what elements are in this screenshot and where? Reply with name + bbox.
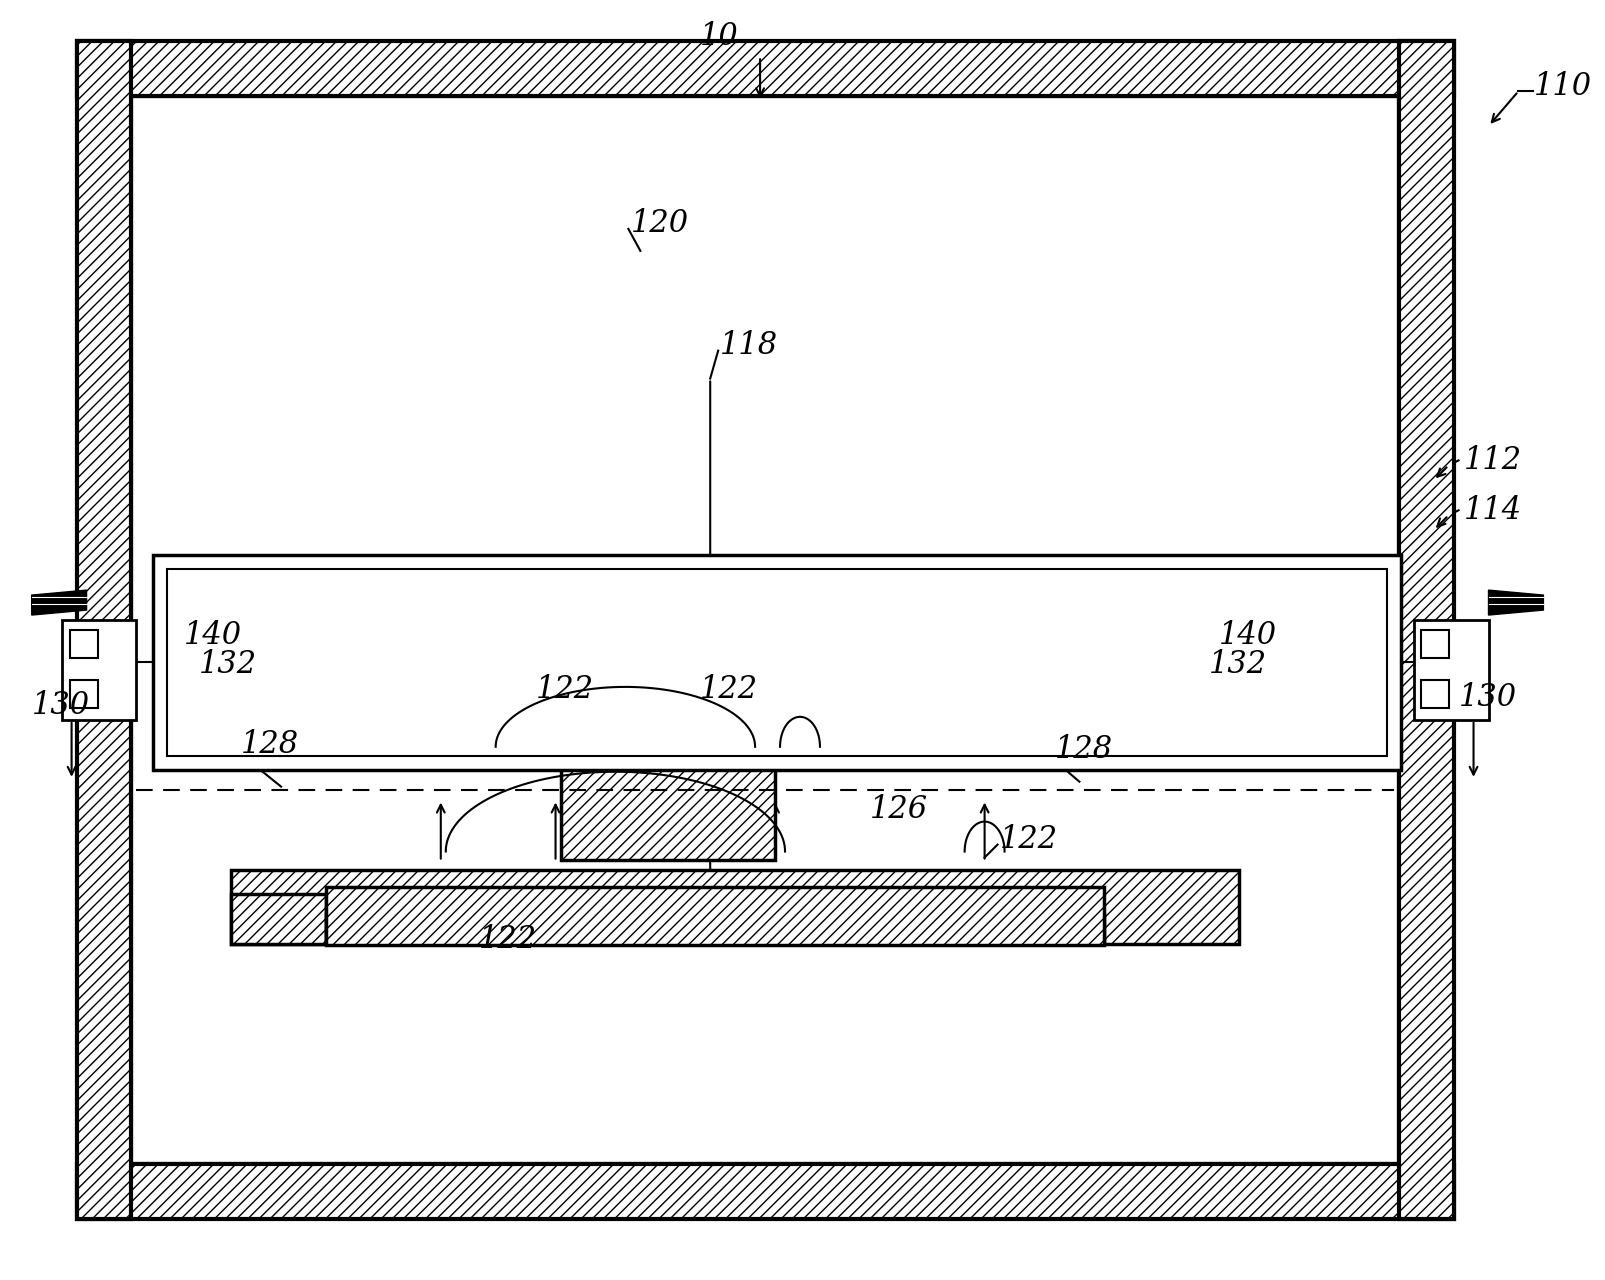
Bar [1412, 620, 1488, 719]
Bar [326, 887, 1104, 946]
Text: 140: 140 [185, 620, 242, 650]
Polygon shape [1488, 590, 1542, 616]
Bar [77, 1164, 1453, 1219]
Bar [77, 41, 1453, 96]
Bar [61, 620, 136, 719]
Text: 126: 126 [870, 794, 928, 826]
Bar [1398, 41, 1453, 1219]
Bar [560, 740, 775, 860]
Bar [77, 41, 132, 1219]
Text: 122: 122 [478, 924, 536, 955]
Text: 114: 114 [1462, 495, 1522, 526]
Text: 128: 128 [241, 730, 299, 760]
Bar [132, 96, 1398, 1164]
Polygon shape [32, 590, 87, 616]
Text: 128: 128 [1054, 735, 1112, 765]
Text: 112: 112 [1462, 445, 1522, 476]
Bar [1420, 680, 1448, 708]
Bar [167, 570, 1385, 755]
Bar [326, 914, 1104, 942]
Text: 130: 130 [1457, 682, 1515, 713]
Text: 110: 110 [1533, 70, 1591, 101]
Text: 132: 132 [1209, 649, 1266, 681]
Text: 130: 130 [32, 690, 90, 722]
Text: 118: 118 [719, 330, 778, 361]
Text: 122: 122 [700, 675, 758, 705]
Bar [231, 869, 1239, 945]
Text: 120: 120 [631, 209, 689, 239]
Text: 140: 140 [1218, 620, 1276, 650]
Bar [1420, 630, 1448, 658]
Text: 10: 10 [700, 20, 738, 51]
Bar [231, 895, 326, 945]
Text: 122: 122 [534, 675, 594, 705]
Bar [69, 630, 98, 658]
Text: 122: 122 [998, 824, 1058, 855]
Bar [154, 556, 1400, 769]
Text: 132: 132 [199, 649, 257, 681]
Bar [69, 680, 98, 708]
